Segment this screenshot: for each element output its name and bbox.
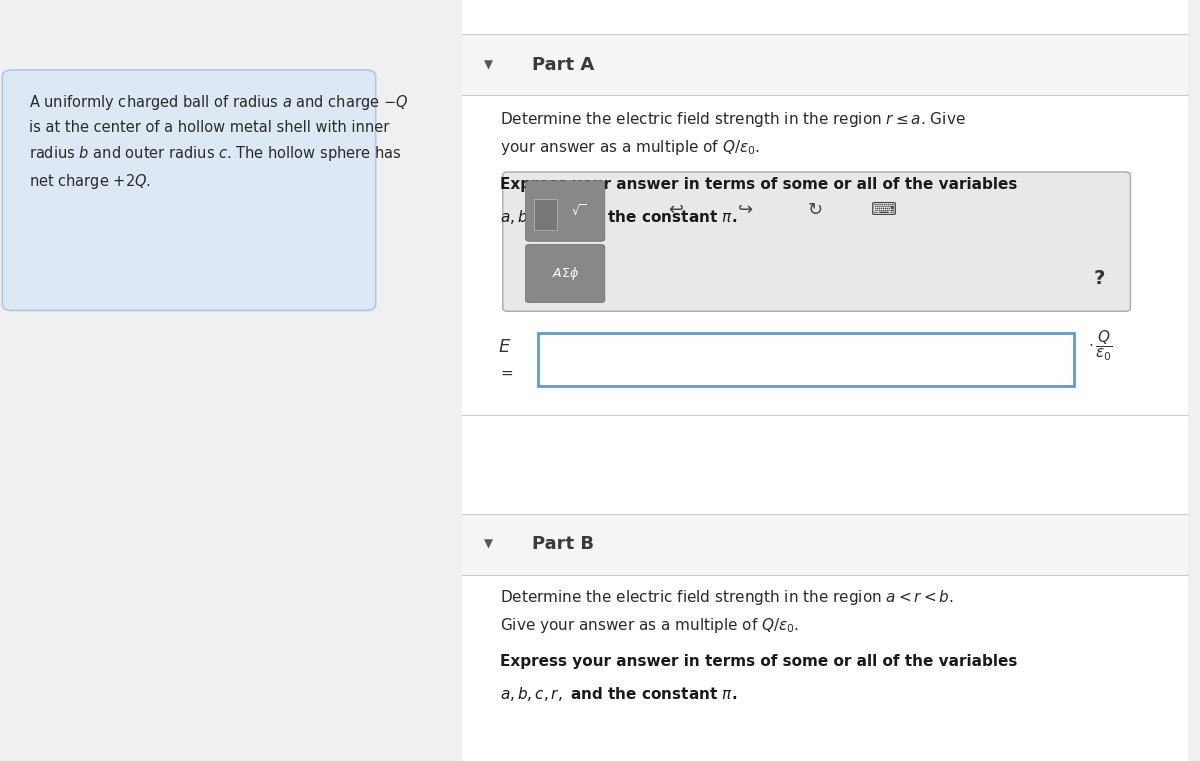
Text: $=$: $=$ (498, 365, 514, 380)
Text: ⌨: ⌨ (871, 201, 898, 218)
Bar (538, 333, 1074, 386)
Text: ▼: ▼ (484, 58, 493, 72)
Bar (462, 95, 1188, 415)
Text: Express your answer in terms of some or all of the variables: Express your answer in terms of some or … (500, 654, 1018, 670)
Bar (534, 199, 557, 230)
Bar (462, 575, 1188, 761)
Text: $\cdot\,\dfrac{Q}{\varepsilon_0}$: $\cdot\,\dfrac{Q}{\varepsilon_0}$ (1088, 329, 1114, 363)
Text: A uniformly charged ball of radius $a$ and charge $-Q$
is at the center of a hol: A uniformly charged ball of radius $a$ a… (29, 93, 408, 191)
Text: ▼: ▼ (484, 537, 493, 551)
Text: $E$: $E$ (498, 339, 511, 356)
Text: ↪: ↪ (738, 201, 752, 218)
Text: $a, b, c, r,$ and the constant $\pi$.: $a, b, c, r,$ and the constant $\pi$. (500, 685, 738, 703)
Text: $A\Sigma\phi$: $A\Sigma\phi$ (552, 265, 578, 282)
Text: Determine the electric field strength in the region $a < r < b$.
Give your answe: Determine the electric field strength in… (500, 588, 954, 635)
Bar (462, 514, 1188, 575)
FancyBboxPatch shape (503, 172, 1130, 311)
FancyBboxPatch shape (526, 245, 605, 303)
FancyBboxPatch shape (526, 181, 605, 241)
Text: ↩: ↩ (668, 201, 683, 218)
Text: $\sqrt{\,}$: $\sqrt{\,}$ (571, 203, 586, 218)
FancyBboxPatch shape (2, 70, 376, 310)
Text: Determine the electric field strength in the region $r \leq a$. Give
your answer: Determine the electric field strength in… (500, 110, 966, 157)
Bar (462, 0, 1188, 761)
Text: Part A: Part A (532, 56, 594, 74)
Bar (462, 34, 1188, 95)
Text: Part B: Part B (532, 535, 594, 553)
Text: ↻: ↻ (808, 201, 822, 218)
Text: ?: ? (1093, 269, 1105, 288)
Text: $a, b, c, r,$ and the constant $\pi$.: $a, b, c, r,$ and the constant $\pi$. (500, 208, 738, 226)
Text: Express your answer in terms of some or all of the variables: Express your answer in terms of some or … (500, 177, 1018, 193)
